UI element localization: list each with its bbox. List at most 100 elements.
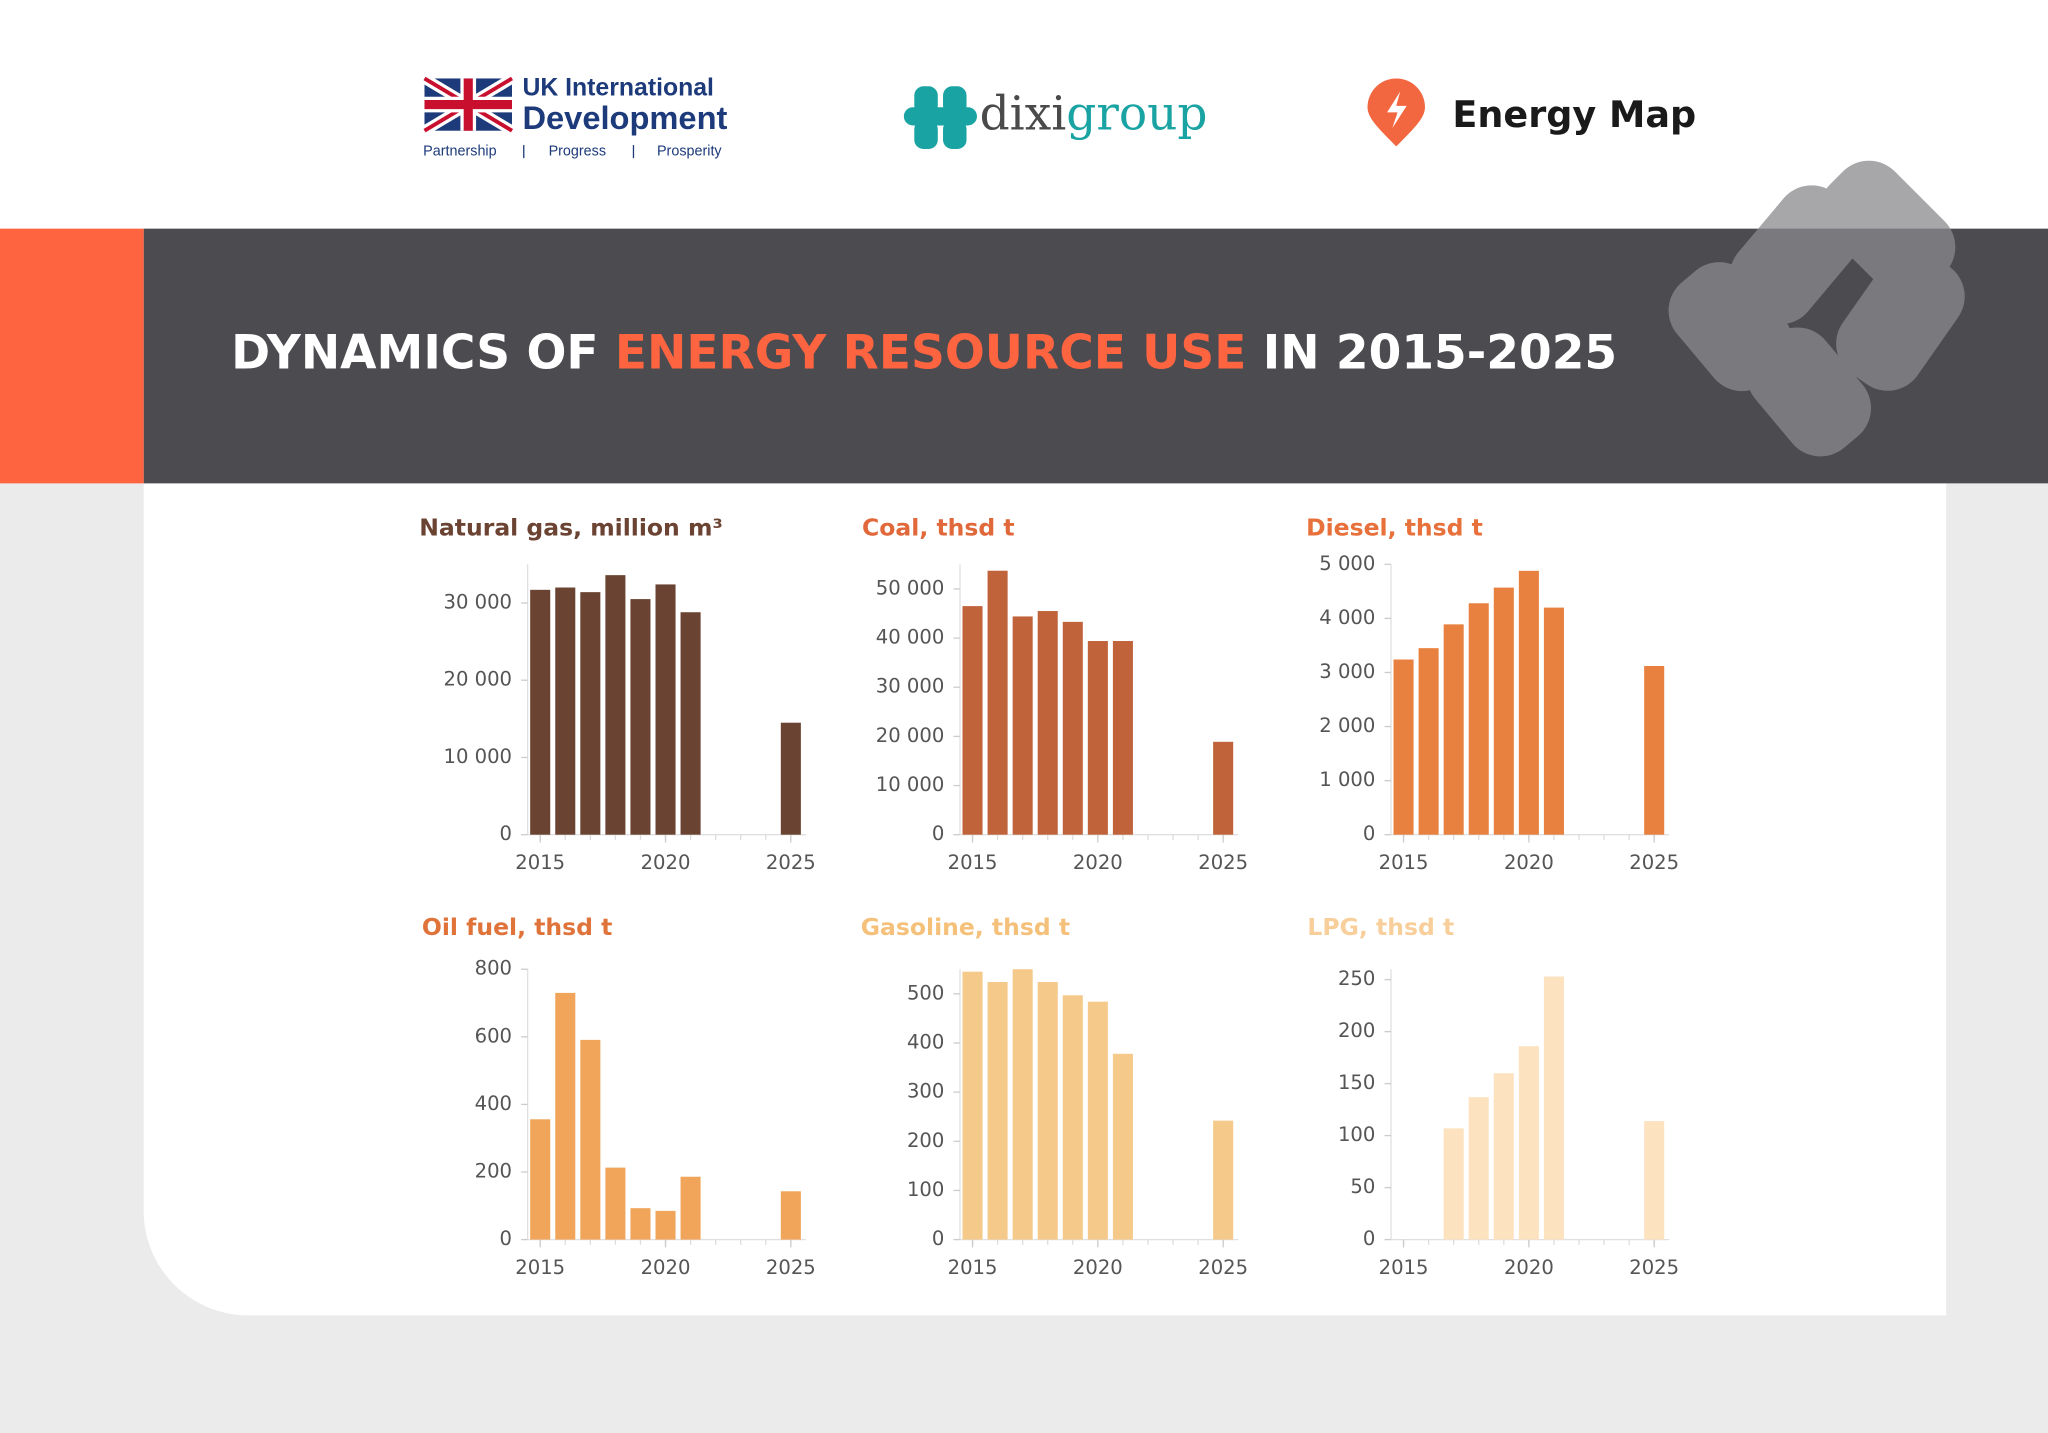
y-tick-label: 0 (1363, 822, 1375, 845)
x-tick-label: 2015 (948, 1256, 998, 1279)
uk-logo: UK International Development Partnership… (421, 73, 728, 159)
y-tick-label: 0 (932, 822, 944, 845)
bar (1518, 1046, 1539, 1240)
bar (1213, 741, 1234, 835)
title-start: DYNAMICS OF (231, 325, 615, 380)
y-tick-label: 400 (475, 1092, 512, 1115)
y-tick-label: 0 (932, 1227, 944, 1250)
y-tick-label: 250 (1338, 967, 1375, 990)
bar (555, 587, 576, 835)
bar (1543, 607, 1564, 835)
uk-tag: Partnership (423, 143, 496, 159)
bar (1493, 1073, 1514, 1240)
bar (1443, 624, 1464, 835)
x-tick-label: 2025 (1198, 851, 1248, 874)
decor-shapes (1668, 160, 1965, 457)
bar (605, 575, 626, 835)
chart: Diesel, thsd t 0 1 000 2 000 3 000 4 000 5 000… (1306, 514, 1679, 874)
y-tick-label: 10 000 (443, 745, 512, 768)
uk-tag: Prosperity (657, 143, 722, 159)
chart-title: Diesel, thsd t (1306, 514, 1483, 542)
bar (1112, 1053, 1133, 1240)
flag-plus-red (424, 78, 512, 131)
y-tick-label: 200 (1338, 1019, 1375, 1042)
bar (1087, 1001, 1108, 1240)
bar (1112, 641, 1133, 835)
y-tick-label: 200 (907, 1129, 944, 1152)
bar (780, 1191, 801, 1240)
bar (1062, 621, 1083, 835)
x-tick-label: 2020 (1073, 1256, 1123, 1279)
y-tick-label: 600 (475, 1024, 512, 1047)
bar (630, 1208, 651, 1240)
bar (1037, 611, 1058, 835)
bar (1062, 995, 1083, 1240)
y-tick-label: 100 (907, 1178, 944, 1201)
bar (987, 570, 1008, 835)
x-tick-label: 2025 (766, 851, 816, 874)
x-tick-label: 2025 (1629, 1256, 1679, 1279)
banner-title: DYNAMICS OF ENERGY RESOURCE USE IN 2015-… (231, 325, 1617, 380)
x-tick-label: 2025 (766, 1256, 816, 1279)
bar (1012, 616, 1033, 835)
y-tick-label: 150 (1338, 1071, 1375, 1094)
header-band (0, 0, 2048, 229)
chart: LPG, thsd t 0 50 100 150 200 250 2015 2020 2025 (1307, 913, 1679, 1279)
y-tick-label: 20 000 (876, 724, 945, 747)
uk-line2: Development (522, 99, 727, 136)
accent-block (0, 228, 144, 484)
y-tick-label: 0 (500, 822, 512, 845)
bar (555, 992, 576, 1240)
bar (580, 592, 601, 835)
energy-map-logo: Energy Map (1367, 78, 1696, 147)
y-tick-label: 200 (475, 1160, 512, 1183)
x-tick-label: 2015 (515, 1256, 565, 1279)
y-tick-label: 5 000 (1319, 552, 1375, 575)
y-tick-label: 20 000 (443, 668, 512, 691)
bar (1443, 1128, 1464, 1240)
uk-tag: Progress (549, 143, 606, 159)
bar (1644, 665, 1665, 835)
x-tick-label: 2015 (1379, 1256, 1429, 1279)
title-highlight: ENERGY RESOURCE USE (615, 325, 1246, 380)
bar (580, 1039, 601, 1240)
y-tick-label: 100 (1338, 1123, 1375, 1146)
chart-title: Gasoline, thsd t (861, 913, 1070, 941)
y-tick-label: 4 000 (1319, 606, 1375, 629)
y-tick-label: 2 000 (1319, 714, 1375, 737)
x-tick-label: 2020 (1073, 851, 1123, 874)
bar (1037, 982, 1058, 1240)
y-tick-label: 500 (907, 981, 944, 1004)
dixi-icon (903, 86, 977, 149)
chart: Coal, thsd t 0 10 000 20 000 30 000 40 000 50 … (862, 514, 1248, 874)
bar (605, 1167, 626, 1240)
chart-title: Coal, thsd t (862, 514, 1015, 542)
chart: Natural gas, million m³ 0 10 000 20 000 30 0… (419, 514, 815, 874)
bar (780, 722, 801, 835)
chart-title: Oil fuel, thsd t (422, 913, 613, 941)
y-tick-label: 400 (907, 1030, 944, 1053)
bar (1418, 648, 1439, 835)
chart-title: Natural gas, million m³ (419, 514, 723, 542)
y-tick-label: 800 (475, 957, 512, 980)
y-tick-label: 50 (1350, 1175, 1375, 1198)
bar (962, 971, 983, 1240)
bar (655, 1210, 676, 1240)
y-tick-label: 50 000 (876, 576, 945, 599)
bolt-icon (1387, 91, 1407, 129)
bar (1468, 1097, 1489, 1240)
bar (1543, 976, 1564, 1240)
x-tick-label: 2020 (641, 1256, 691, 1279)
y-tick-label: 1 000 (1319, 768, 1375, 791)
bar (1393, 659, 1414, 835)
x-tick-label: 2020 (641, 851, 691, 874)
dixi-part1: dixi (980, 87, 1067, 142)
y-tick-label: 0 (500, 1227, 512, 1250)
bar (1468, 603, 1489, 835)
bar (1518, 570, 1539, 835)
x-tick-label: 2015 (515, 851, 565, 874)
y-tick-label: 10 000 (876, 773, 945, 796)
dixi-logo: dixigroup (903, 86, 1208, 149)
y-tick-label: 300 (907, 1080, 944, 1103)
